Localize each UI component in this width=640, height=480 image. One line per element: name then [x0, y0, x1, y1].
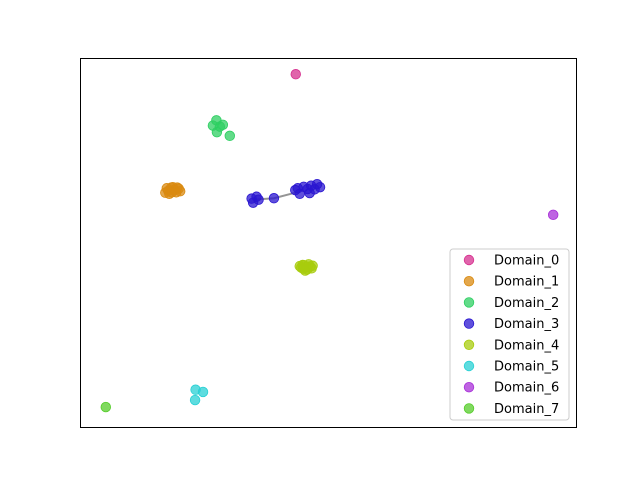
series-domain-4 — [294, 259, 318, 276]
data-point — [253, 194, 264, 205]
legend-marker — [463, 276, 475, 287]
series-domain-0 — [290, 69, 301, 80]
legend-label: Domain_6 — [494, 381, 559, 396]
legend-label: Domain_2 — [494, 296, 559, 311]
legend-marker — [463, 339, 475, 351]
legend-marker — [463, 403, 475, 414]
legend-box — [449, 248, 570, 421]
legend-marker — [463, 318, 475, 329]
data-point — [547, 209, 559, 221]
data-point — [268, 193, 280, 204]
plot-area — [100, 69, 559, 413]
data-point — [224, 130, 235, 142]
data-point — [307, 260, 318, 271]
series-domain-5 — [189, 384, 209, 406]
axes-frame — [80, 58, 577, 428]
data-point — [189, 394, 201, 406]
data-point — [161, 183, 173, 194]
legend-marker — [463, 360, 475, 372]
legend-marker — [463, 382, 475, 393]
data-point — [292, 183, 303, 194]
legend-label: Domain_4 — [494, 338, 559, 353]
legend-label: Domain_5 — [494, 360, 559, 375]
data-point — [305, 180, 317, 191]
legend-marker — [463, 297, 475, 308]
data-point — [314, 181, 326, 193]
legend-label: Domain_3 — [494, 317, 559, 332]
series-domain-1 — [160, 181, 186, 199]
series-domain-3 — [246, 178, 326, 208]
series-domain-6 — [547, 209, 559, 221]
data-point — [173, 183, 184, 194]
data-point — [197, 386, 209, 398]
legend-marker — [463, 254, 475, 266]
legend-label: Domain_0 — [494, 254, 559, 269]
series-domain-2 — [207, 115, 235, 142]
legend-label: Domain_1 — [494, 275, 559, 290]
series-domain-7 — [100, 401, 111, 413]
data-point — [290, 69, 301, 80]
data-point — [100, 401, 111, 413]
legend: Domain_0 Domain_1 Domain_2 Domain_3 Domain_4… — [449, 248, 570, 421]
legend-label: Domain_7 — [494, 402, 559, 417]
data-point — [211, 126, 223, 138]
data-point — [217, 119, 229, 130]
data-point — [294, 260, 305, 272]
